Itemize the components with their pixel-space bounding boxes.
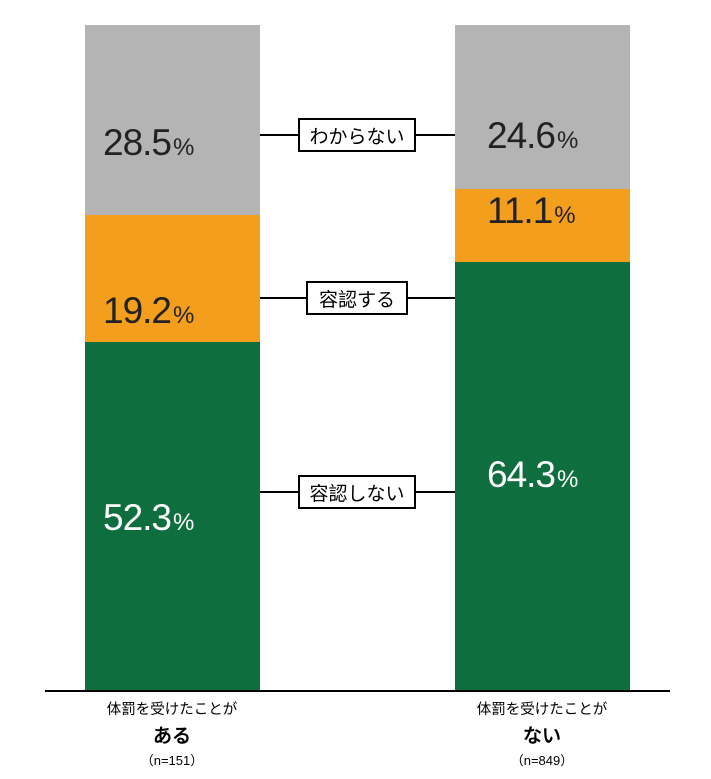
x-axis-label-left: 体罰を受けたことがある （n=151） [72, 698, 272, 769]
percent-sign: % [173, 302, 194, 330]
percent-sign: % [173, 509, 194, 537]
value-number: 52.3 [103, 497, 171, 539]
value-label: 24.6% [487, 115, 578, 157]
x-axis-label-right: 体罰を受けたことがない （n=849） [442, 698, 642, 769]
category-label-dont_know: わからない [298, 118, 416, 152]
stacked-bar-chart: 52.3%19.2%28.5%体罰を受けたことがある（n=151）64.3%11… [0, 0, 711, 779]
category-label-accept: 容認する [306, 281, 408, 315]
x-axis-baseline [45, 690, 670, 692]
value-label: 64.3% [487, 454, 578, 496]
connector-line [260, 134, 298, 136]
value-number: 19.2 [103, 290, 171, 332]
value-label: 28.5% [103, 122, 194, 164]
x-label-line2: ない [442, 721, 642, 748]
x-label-line1: 体罰を受けたことが [72, 698, 272, 719]
connector-line [260, 491, 298, 493]
x-label-line3: （n=849） [442, 750, 642, 769]
connector-line [416, 491, 455, 493]
percent-sign: % [173, 134, 194, 162]
x-label-line3: （n=151） [72, 750, 272, 769]
segment-dont_know [455, 25, 630, 189]
category-label-not_accept: 容認しない [298, 475, 416, 509]
value-label: 11.1% [487, 190, 576, 232]
connector-line [416, 134, 455, 136]
percent-sign: % [557, 466, 578, 494]
value-label: 52.3% [103, 497, 194, 539]
value-number: 64.3 [487, 454, 555, 496]
x-label-line1: 体罰を受けたことが [442, 698, 642, 719]
connector-line [408, 297, 455, 299]
x-label-line2: ある [72, 721, 272, 748]
percent-sign: % [557, 127, 578, 155]
value-number: 28.5 [103, 122, 171, 164]
connector-line [260, 297, 306, 299]
segment-dont_know [85, 25, 260, 215]
value-number: 11.1 [487, 190, 552, 232]
value-number: 24.6 [487, 115, 555, 157]
value-label: 19.2% [103, 290, 194, 332]
percent-sign: % [554, 202, 575, 230]
